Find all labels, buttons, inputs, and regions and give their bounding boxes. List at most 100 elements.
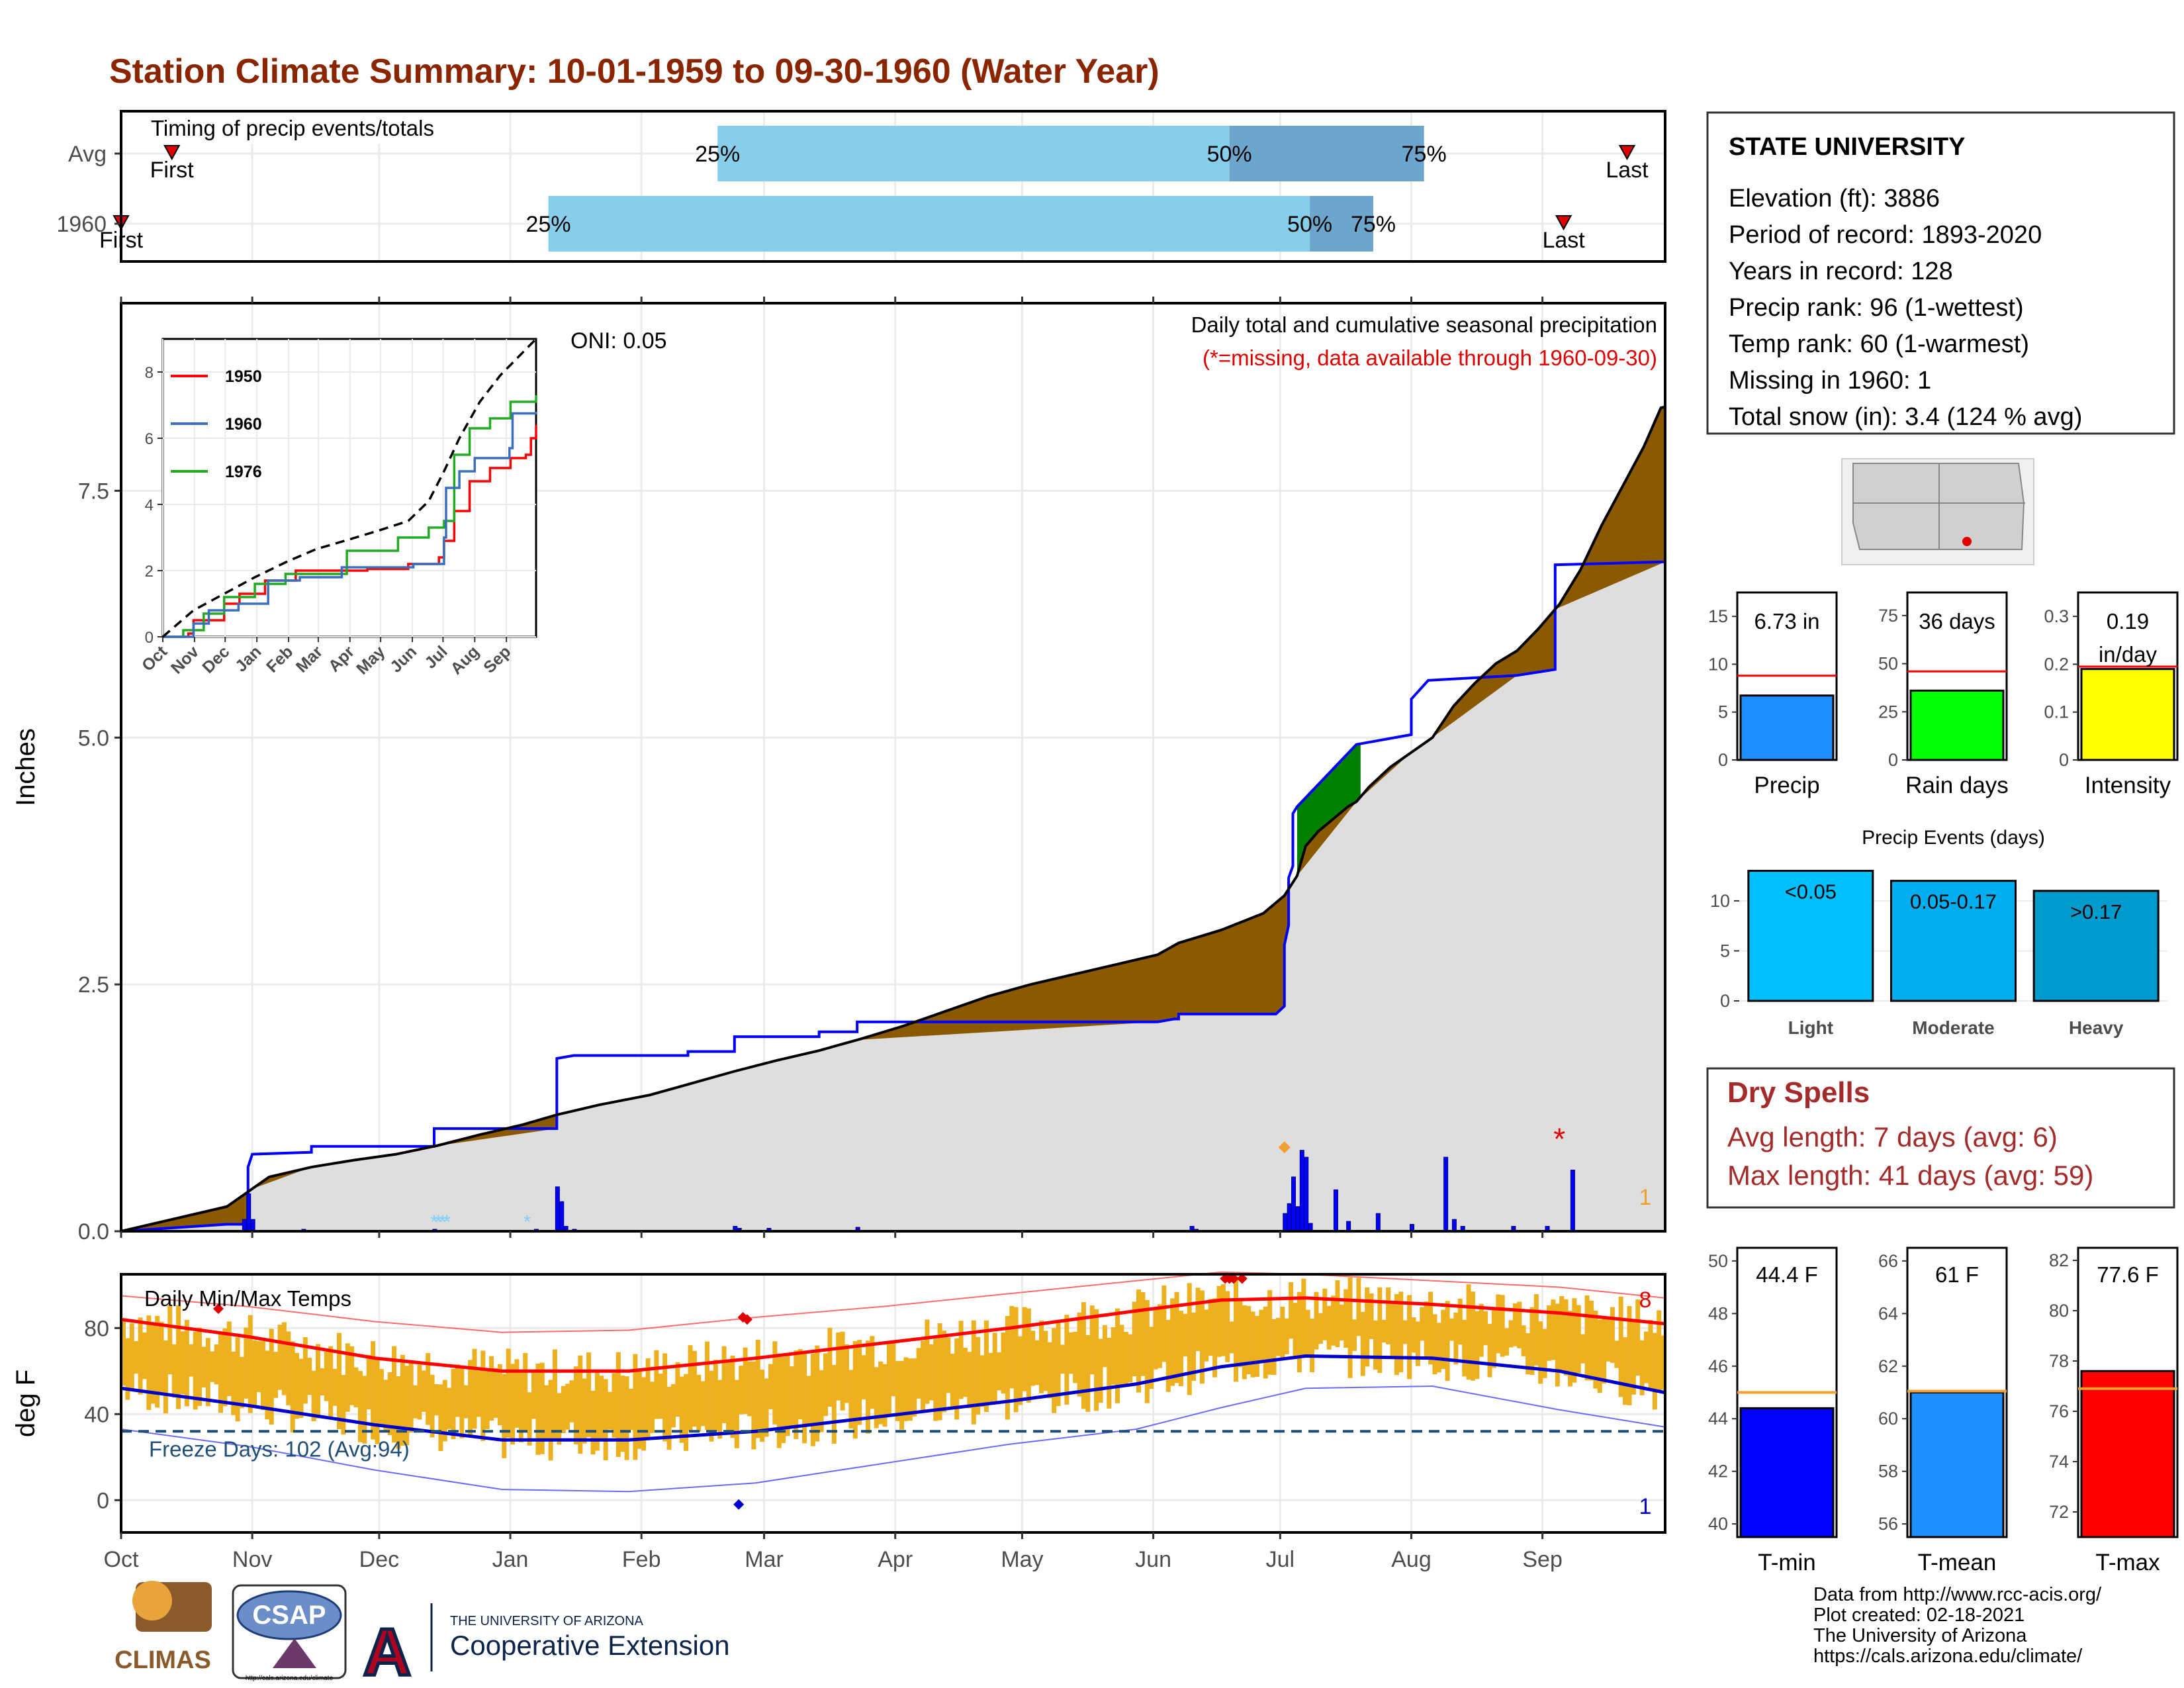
daily-temp-bar (950, 1353, 955, 1409)
inset-avg-line (161, 338, 537, 638)
dry-max: Max length: 41 days (avg: 59) (1727, 1160, 2093, 1191)
daily-temp-bar (269, 1329, 274, 1425)
daily-temp-bar (734, 1380, 739, 1448)
daily-temp-bar (1030, 1331, 1036, 1386)
summary-bar-label: Intensity (2085, 773, 2171, 798)
daily-temp-bar (1441, 1309, 1446, 1369)
daily-temp-bar (366, 1354, 371, 1410)
daily-temp-bar (328, 1346, 334, 1419)
events-title: Precip Events (days) (1862, 827, 2045, 849)
daily-temp-bar (1500, 1295, 1505, 1357)
daily-temp-bar (874, 1367, 879, 1429)
daily-temp-bar (971, 1320, 976, 1425)
daily-temp-bar (281, 1322, 287, 1395)
daily-temp-bar (1314, 1291, 1319, 1350)
precip-subtitle: Daily total and cumulative seasonal prec… (1191, 312, 1657, 337)
ua-logo-letter: A (363, 1615, 411, 1688)
daily-temp-bar (146, 1315, 152, 1410)
last-marker (1555, 215, 1572, 231)
pct-25-50-bar (717, 126, 1230, 181)
snow-marker: * (439, 1211, 447, 1233)
month-label: Mar (745, 1547, 784, 1572)
daily-temp-bar (1225, 1291, 1230, 1362)
daily-temp-bar (1267, 1289, 1273, 1375)
daily-temp-bar (1373, 1320, 1378, 1370)
tempbar-ytick-label: 44 (1708, 1409, 1728, 1429)
daily-temp-bar (244, 1327, 249, 1399)
daily-temp-bar (1229, 1321, 1234, 1354)
events-ytick-label: 10 (1710, 891, 1730, 911)
daily-temp-bar (1521, 1325, 1526, 1356)
daily-temp-bar (1064, 1315, 1069, 1405)
daily-temp-bar (1331, 1295, 1336, 1346)
summary-ytick-label: 0.1 (2044, 702, 2069, 722)
daily-temp-bar (620, 1376, 625, 1452)
daily-temp-bar (979, 1355, 985, 1407)
daily-temp-bar (1183, 1313, 1188, 1356)
info-line: Temp rank: 60 (1-warmest) (1729, 330, 2029, 358)
pct-75-label: 75% (1402, 142, 1447, 167)
cum-1960-line (120, 405, 1666, 1233)
tempbar-label: T-mean (1918, 1550, 1997, 1575)
daily-temp-bar (1128, 1334, 1133, 1383)
daily-temp-bar (222, 1328, 228, 1407)
daily-temp-bar (1466, 1284, 1471, 1380)
daily-temp-bar (861, 1355, 866, 1400)
daily-precip-bar (242, 1219, 247, 1232)
daily-temp-bar (324, 1351, 329, 1401)
daily-temp-bar (933, 1338, 938, 1421)
daily-temp-bar (518, 1371, 523, 1442)
daily-temp-bar (836, 1332, 841, 1401)
summary-ytick-label: 10 (1708, 654, 1728, 674)
month-label: Sep (1522, 1547, 1563, 1572)
daily-temp-bar (713, 1360, 718, 1432)
daily-temp-bar (739, 1366, 744, 1415)
record-max-count: 8 (1639, 1288, 1652, 1313)
daily-temp-bar (1094, 1309, 1099, 1411)
daily-temp-bar (121, 1319, 126, 1386)
summary-ytick-label: 25 (1878, 702, 1898, 722)
daily-temp-bar (1398, 1291, 1404, 1372)
daily-temp-bar (497, 1364, 502, 1426)
daily-precip-bar (1287, 1203, 1292, 1232)
daily-temp-bar (1479, 1303, 1484, 1357)
summary-bar (1909, 689, 2005, 761)
daily-temp-bar (277, 1325, 283, 1390)
daily-temp-bar (1572, 1298, 1577, 1383)
daily-temp-bar (1339, 1304, 1344, 1341)
daily-temp-bar (776, 1354, 782, 1448)
csap-logo-text: CSAP (252, 1601, 326, 1630)
freeze-days-label: Freeze Days: 102 (Avg:94) (149, 1436, 410, 1461)
csap-logo-mountain (273, 1638, 316, 1668)
tempbar-bar (1909, 1391, 2005, 1538)
pct-25-50-bar (548, 196, 1310, 252)
series-1960-line (163, 412, 537, 638)
daily-temp-bar (578, 1355, 583, 1454)
temp-panel-title: Daily Min/Max Temps (144, 1286, 351, 1311)
daily-temp-bar (1284, 1318, 1289, 1354)
daily-temp-bar (569, 1380, 574, 1423)
record-max-marker (741, 1314, 752, 1325)
credit-line: https://cals.arizona.edu/climate/ (1813, 1646, 2083, 1667)
tempbar-ytick-label: 64 (1878, 1303, 1898, 1323)
summary-ytick-label: 0 (1888, 750, 1898, 770)
daily-temp-bar (675, 1362, 680, 1417)
summary-bar (2080, 668, 2175, 761)
daily-temp-bar (1588, 1300, 1594, 1381)
daily-temp-bar (819, 1370, 824, 1432)
daily-temp-bar (472, 1348, 477, 1429)
pct-50-label: 50% (1207, 142, 1252, 167)
record-min-count: 1 (1639, 1494, 1652, 1519)
daily-temp-bar (781, 1356, 786, 1444)
daily-temp-bar (307, 1358, 312, 1395)
daily-temp-bar (480, 1350, 486, 1441)
temp-ytick-label: 40 (84, 1402, 109, 1427)
daily-temp-bar (1415, 1321, 1420, 1366)
daily-temp-bar (527, 1392, 532, 1446)
daily-temp-bar (751, 1361, 756, 1450)
inset-ytick-label: 4 (145, 496, 154, 514)
climas-logo-circle (132, 1581, 172, 1620)
normal-area (121, 561, 1665, 1231)
daily-temp-bar (1402, 1320, 1408, 1344)
